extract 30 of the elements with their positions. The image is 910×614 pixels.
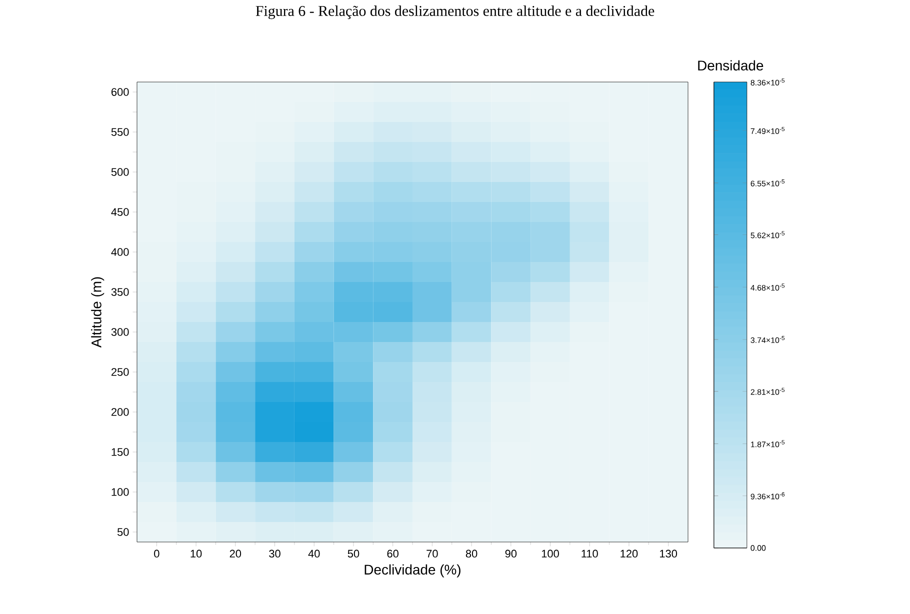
y-tick-label: 450 (111, 208, 129, 216)
x-tick-label: 0 (154, 550, 160, 558)
y-tick-label: 50 (117, 528, 129, 536)
y-tick-label: 350 (111, 288, 129, 296)
y-tick-label: 300 (111, 328, 129, 336)
x-tick-label: 90 (505, 550, 517, 558)
x-tick-label: 60 (387, 550, 398, 558)
x-tick-label: 130 (660, 550, 678, 558)
x-tick-label: 70 (426, 550, 438, 558)
chart-title: Figura 6 - Relação dos deslizamentos entre altitude e a declividade (256, 6, 654, 20)
y-tick-label: 100 (112, 488, 129, 496)
x-tick-label: 10 (190, 550, 202, 558)
x-tick-label: 120 (620, 550, 638, 558)
x-axis-title: Declividade (%) (364, 564, 460, 578)
y-tick-label: 250 (111, 368, 129, 376)
y-axis-title: Altitude (m) (91, 277, 104, 348)
y-tick-label: 550 (111, 128, 129, 136)
color-bar-title: Densidade (698, 60, 764, 71)
x-tick-label: 110 (582, 550, 598, 558)
y-tick-label: 200 (111, 408, 129, 416)
x-tick-label: 40 (308, 550, 320, 558)
y-tick-label: 150 (112, 448, 129, 456)
x-tick-label: 100 (542, 550, 559, 558)
x-tick-label: 50 (348, 550, 360, 558)
y-tick-label: 600 (112, 88, 129, 96)
y-tick-label: 400 (111, 248, 129, 256)
x-tick-label: 30 (269, 550, 280, 558)
y-tick-label: 500 (111, 168, 129, 176)
x-tick-label: 20 (230, 550, 242, 558)
x-tick-label: 80 (466, 550, 478, 558)
